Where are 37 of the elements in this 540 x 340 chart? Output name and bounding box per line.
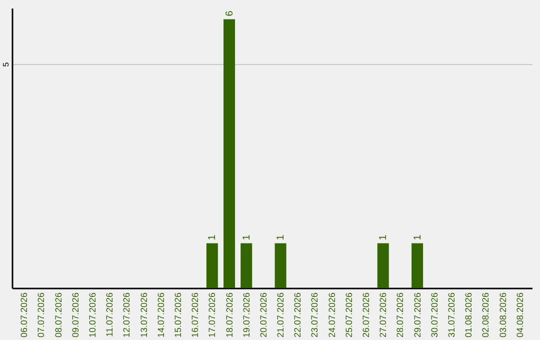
- x-tick-label: 08.07.2026: [53, 292, 64, 338]
- x-tick-label: 29.07.2026: [412, 292, 422, 338]
- x-tick-label: 26.07.2026: [361, 292, 372, 338]
- x-tick-label: 17.07.2026: [207, 292, 218, 338]
- x-tick-label: 09.07.2026: [70, 292, 80, 338]
- x-tick-label: 07.07.2026: [36, 292, 46, 338]
- x-tick-label: 10.07.2026: [88, 292, 98, 338]
- x-tick-label: 18.07.2026: [224, 292, 234, 338]
- x-tick-label: 11.07.2026: [104, 292, 115, 337]
- data-label: 1: [378, 234, 390, 240]
- x-tick-label: 01.08.2026: [464, 292, 474, 338]
- x-tick-label: 25.07.2026: [344, 292, 354, 338]
- x-tick-label: 22.07.2026: [292, 292, 303, 338]
- y-tick-label: 5: [2, 62, 10, 67]
- x-tick-label: 23.07.2026: [310, 292, 320, 338]
- x-tick-label: 27.07.2026: [378, 292, 388, 338]
- x-tick-label: 31.07.2026: [446, 292, 456, 338]
- x-tick-label: 28.07.2026: [395, 292, 406, 338]
- data-label: 1: [412, 234, 424, 240]
- x-tick-label: 04.08.2026: [514, 292, 525, 338]
- x-tick-label: 21.07.2026: [276, 292, 286, 338]
- data-label: 6: [224, 10, 236, 16]
- data-label: 1: [241, 234, 252, 240]
- x-tick-label: 02.08.2026: [480, 292, 491, 338]
- x-tick-label: 12.07.2026: [122, 292, 132, 338]
- x-tick-label: 24.07.2026: [326, 292, 337, 338]
- x-tick-label: 15.07.2026: [172, 292, 183, 338]
- x-tick-label: 16.07.2026: [190, 292, 200, 338]
- x-tick-label: 19.07.2026: [241, 292, 252, 338]
- data-label: 1: [207, 234, 218, 240]
- x-tick-label: 30.07.2026: [429, 292, 440, 338]
- x-tick-label: 20.07.2026: [258, 292, 268, 338]
- x-tick-label: 03.08.2026: [498, 292, 508, 338]
- x-tick-label: 14.07.2026: [156, 292, 166, 338]
- x-tick-label: 13.07.2026: [138, 292, 149, 338]
- x-tick-label: 06.07.2026: [19, 292, 30, 338]
- data-label: 1: [276, 234, 287, 240]
